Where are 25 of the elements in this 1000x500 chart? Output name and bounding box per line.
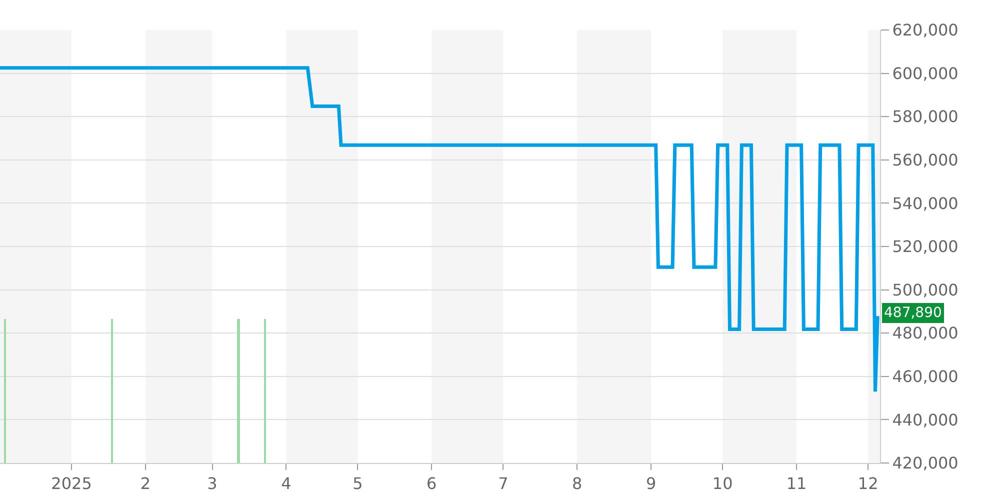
x-tick-label: 6 [426,474,437,494]
x-tick-label: 2025 [51,474,92,494]
y-tick-label: 500,000 [892,280,958,300]
x-tick-label: 4 [281,474,292,494]
line-series [0,66,880,394]
x-tick-label: 10 [712,474,733,494]
y-tick-label: 520,000 [892,237,958,256]
x-tick-label: 7 [498,474,508,494]
x-tick-label: 8 [572,474,582,494]
y-tick-label: 560,000 [892,150,958,170]
x-tick-label: 2 [140,474,151,494]
x-tick-label: 5 [352,474,363,494]
x-tick-label: 12 [858,474,878,494]
annotation: 487,890 [884,305,942,321]
x-tick-label: 3 [207,474,218,494]
y-tick-label: 580,000 [892,107,958,126]
y-tick-label: 540,000 [892,194,958,213]
y-tick-label: 480,000 [892,324,958,343]
x-tick-label: 11 [786,474,807,494]
y-tick-label: 460,000 [892,367,958,386]
y-tick-label: 420,000 [892,454,958,473]
y-tick-label: 620,000 [892,20,958,40]
y-tick-label: 600,000 [892,64,958,83]
x-tick-label: 9 [646,474,656,494]
y-tick-label: 440,000 [892,410,958,430]
